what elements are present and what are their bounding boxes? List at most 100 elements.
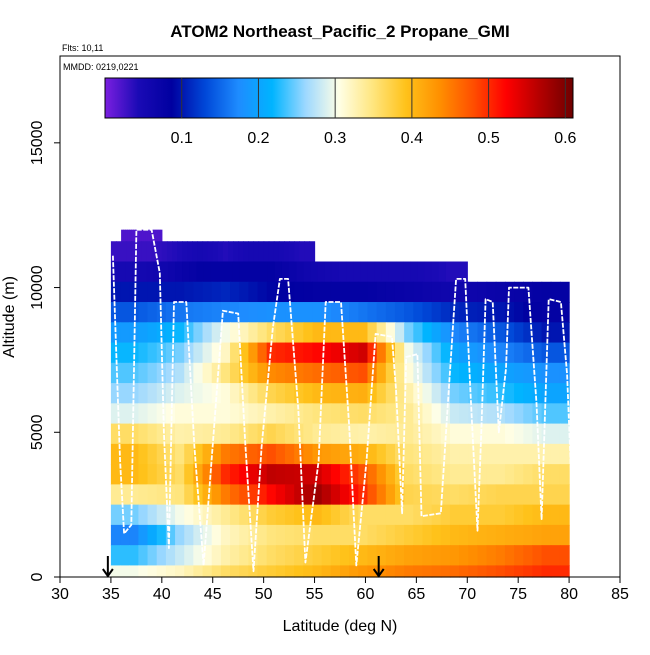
curtain-cell: [303, 261, 312, 283]
curtain-cell: [220, 484, 231, 506]
curtain-cell: [193, 342, 204, 364]
curtain-cell: [468, 524, 479, 546]
curtain-cell: [559, 302, 570, 323]
curtain-cell: [133, 229, 136, 242]
curtain-cell: [349, 565, 359, 578]
curtain-cell: [266, 545, 277, 567]
curtain-cell: [468, 302, 479, 323]
curtain-cell: [550, 322, 561, 344]
curtain-cell: [230, 524, 240, 546]
curtain-cell: [220, 565, 231, 578]
axes: 30 35 40 45 50 55 60 65 70 75 80 85 0 5000 10000 15000: [29, 55, 629, 603]
curtain-cell: [228, 241, 234, 263]
curtain-cell: [404, 383, 414, 404]
curtain-cell: [175, 565, 185, 578]
curtain-cell: [376, 545, 387, 567]
curtain-cell: [257, 484, 268, 506]
curtain-cell: [211, 423, 222, 445]
curtain-cell: [413, 322, 424, 344]
curtain-cell: [321, 464, 332, 485]
curtain-cell: [239, 362, 249, 384]
curtain-cell: [274, 261, 283, 283]
curtain-cell: [514, 322, 524, 344]
curtain-cell: [285, 302, 295, 323]
x-tick-label: 40: [153, 586, 171, 603]
curtain-cell: [321, 342, 332, 364]
curtain-cell: [367, 342, 378, 364]
curtain-cell: [460, 261, 468, 283]
curtain-cell: [120, 484, 130, 506]
curtain-cell: [275, 362, 286, 384]
curtain-cell: [202, 524, 213, 546]
curtain-cell: [239, 565, 249, 578]
curtain-cell: [266, 383, 277, 404]
x-tick-label: 85: [611, 586, 629, 603]
curtain-cell: [129, 524, 139, 546]
curtain-cell: [486, 545, 497, 567]
curtain-cell: [248, 524, 259, 546]
curtain-cell: [266, 504, 277, 526]
curtain-cell: [349, 362, 359, 384]
curtain-cell: [367, 524, 378, 546]
curtain-cell: [156, 281, 167, 303]
curtain-cell: [273, 241, 280, 263]
curtain-cell: [285, 565, 295, 578]
curtain-cell: [422, 403, 433, 425]
curtain-cell: [175, 281, 185, 303]
curtain-cell: [125, 261, 133, 283]
chart-title: ATOM2 Northeast_Pacific_2 Propane_GMI: [170, 22, 509, 41]
curtain-cell: [220, 443, 231, 465]
curtain-cell: [243, 241, 249, 263]
curtain-cell: [202, 302, 213, 323]
curtain-cell: [477, 342, 488, 364]
curtain-cell: [138, 281, 149, 303]
curtain-cell: [532, 362, 543, 384]
curtain-cell: [230, 504, 240, 526]
curtain-cell: [340, 342, 350, 364]
curtain-cell: [211, 322, 222, 344]
curtain-cell: [266, 342, 277, 364]
curtain-cell: [175, 524, 185, 546]
curtain-cell: [495, 545, 506, 567]
curtain-cell: [175, 383, 185, 404]
curtain-cell: [523, 484, 534, 506]
curtain-cell: [514, 443, 524, 465]
curtain-cell: [304, 241, 311, 263]
curtain-cell: [431, 423, 442, 445]
colorbar-tick-label: 0.1: [171, 130, 193, 147]
curtain-cell: [294, 241, 300, 263]
curtain-cell: [449, 362, 460, 384]
curtain-cell: [321, 484, 332, 506]
curtain-cell: [127, 229, 130, 242]
curtain-cell: [165, 322, 176, 344]
curtain-cell: [184, 403, 194, 425]
curtain-cell: [422, 464, 433, 485]
curtain-cell: [120, 565, 130, 578]
curtain-cell: [193, 545, 204, 567]
curtain-cell: [413, 383, 424, 404]
curtain-cell: [495, 362, 506, 384]
curtain-cell: [110, 524, 121, 546]
curtain-cell: [165, 342, 176, 364]
curtain-cell: [248, 342, 259, 364]
curtain-cell: [385, 302, 396, 323]
curtain-cell: [330, 464, 341, 485]
curtain-cell: [138, 302, 149, 323]
curtain-cell: [468, 565, 479, 578]
curtain-cell: [184, 565, 194, 578]
curtain-cell: [141, 241, 148, 263]
curtain-cell: [358, 383, 369, 404]
curtain-cell: [138, 383, 149, 404]
curtain-cell: [431, 565, 442, 578]
curtain-cell: [110, 342, 121, 364]
curtain-cell: [258, 241, 265, 263]
flight-track: [102, 228, 572, 578]
curtain-cell: [138, 484, 149, 506]
curtain-cell: [367, 504, 378, 526]
curtain-cell: [184, 464, 194, 485]
curtain-cell: [459, 383, 469, 404]
curtain-cell: [266, 524, 277, 546]
curtain-cell: [165, 281, 176, 303]
curtain-cell: [440, 504, 451, 526]
curtain-cell: [459, 524, 469, 546]
